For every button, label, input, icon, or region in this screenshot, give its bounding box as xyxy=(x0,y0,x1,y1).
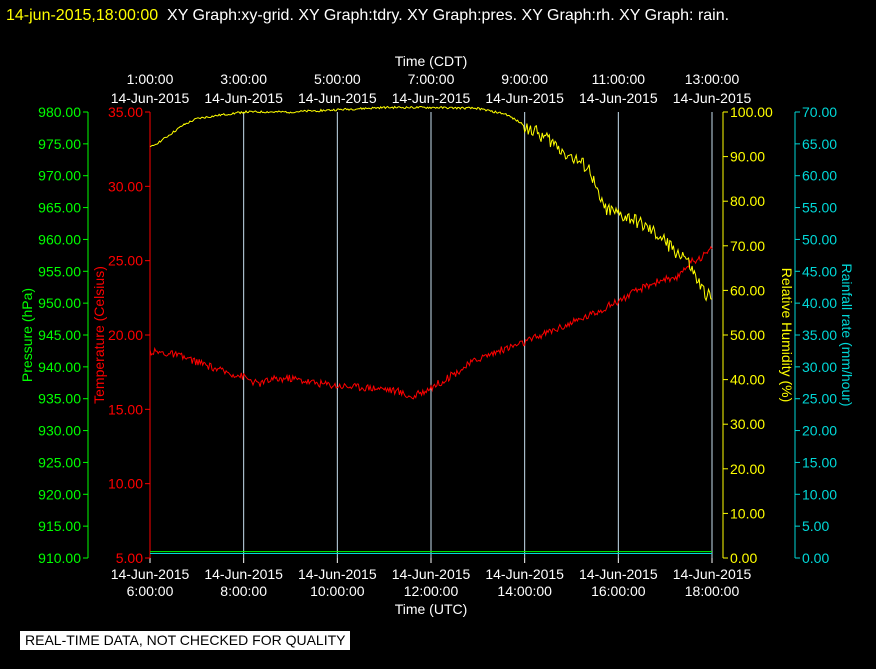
chart-axes xyxy=(83,111,800,563)
humidity-tick-label: 30.00 xyxy=(730,416,765,432)
humidity-tick-label: 70.00 xyxy=(730,238,765,254)
rain-tick-label: 10.00 xyxy=(802,486,837,502)
rain-tick-label: 55.00 xyxy=(802,200,837,216)
bottom-tick-date: 14-Jun-2015 xyxy=(485,566,564,582)
chart-labels: 14-Jun-20156:00:0014-Jun-20158:00:0014-J… xyxy=(19,53,855,617)
bottom-tick-time: 6:00:00 xyxy=(127,583,174,599)
humidity-axis-label: Relative Humidity (%) xyxy=(779,268,795,403)
pressure-tick-label: 955.00 xyxy=(38,263,81,279)
temperature-tick-label: 30.00 xyxy=(108,178,143,194)
rain-tick-label: 25.00 xyxy=(802,391,837,407)
bottom-tick-date: 14-Jun-2015 xyxy=(204,566,283,582)
chart-series xyxy=(149,105,713,554)
bottom-tick-time: 12:00:00 xyxy=(404,583,459,599)
rain-tick-label: 60.00 xyxy=(802,168,837,184)
bottom-tick-time: 14:00:00 xyxy=(497,583,552,599)
pressure-tick-label: 910.00 xyxy=(38,550,81,566)
bottom-tick-date: 14-Jun-2015 xyxy=(298,566,377,582)
top-tick-time: 5:00:00 xyxy=(314,71,361,87)
humidity-tick-label: 0.00 xyxy=(730,550,757,566)
rain-tick-label: 40.00 xyxy=(802,295,837,311)
humidity-tick-label: 90.00 xyxy=(730,149,765,165)
top-tick-date: 14-Jun-2015 xyxy=(204,90,283,106)
top-tick-date: 14-Jun-2015 xyxy=(111,90,190,106)
bottom-tick-time: 8:00:00 xyxy=(220,583,267,599)
rain-tick-label: 70.00 xyxy=(802,104,837,120)
top-tick-date: 14-Jun-2015 xyxy=(298,90,377,106)
temperature-tick-label: 25.00 xyxy=(108,253,143,269)
pressure-tick-label: 920.00 xyxy=(38,486,81,502)
temperature-tick-label: 35.00 xyxy=(108,104,143,120)
bottom-tick-time: 10:00:00 xyxy=(310,583,365,599)
bottom-tick-time: 18:00:00 xyxy=(685,583,740,599)
temperature-tick-label: 5.00 xyxy=(116,550,143,566)
top-tick-date: 14-Jun-2015 xyxy=(485,90,564,106)
pressure-tick-label: 965.00 xyxy=(38,200,81,216)
top-tick-time: 7:00:00 xyxy=(408,71,455,87)
quality-notice: REAL-TIME DATA, NOT CHECKED FOR QUALITY xyxy=(20,631,351,650)
bottom-tick-date: 14-Jun-2015 xyxy=(579,566,658,582)
series-rh xyxy=(149,105,713,302)
pressure-tick-label: 915.00 xyxy=(38,518,81,534)
humidity-tick-label: 50.00 xyxy=(730,327,765,343)
pressure-axis-label: Pressure (hPa) xyxy=(19,288,35,382)
pressure-tick-label: 940.00 xyxy=(38,359,81,375)
rain-tick-label: 5.00 xyxy=(802,518,829,534)
pressure-tick-label: 970.00 xyxy=(38,168,81,184)
top-tick-date: 14-Jun-2015 xyxy=(579,90,658,106)
rain-tick-label: 35.00 xyxy=(802,327,837,343)
top-tick-date: 14-Jun-2015 xyxy=(673,90,752,106)
top-tick-time: 13:00:00 xyxy=(685,71,740,87)
series-tdry xyxy=(149,245,713,400)
humidity-tick-label: 100.00 xyxy=(730,104,773,120)
bottom-tick-date: 14-Jun-2015 xyxy=(673,566,752,582)
rain-tick-label: 50.00 xyxy=(802,231,837,247)
top-tick-time: 3:00:00 xyxy=(220,71,267,87)
humidity-tick-label: 80.00 xyxy=(730,193,765,209)
temperature-tick-label: 20.00 xyxy=(108,327,143,343)
pressure-tick-label: 935.00 xyxy=(38,391,81,407)
pressure-tick-label: 925.00 xyxy=(38,454,81,470)
pressure-tick-label: 945.00 xyxy=(38,327,81,343)
bottom-tick-date: 14-Jun-2015 xyxy=(111,566,190,582)
humidity-tick-label: 40.00 xyxy=(730,372,765,388)
pressure-tick-label: 960.00 xyxy=(38,231,81,247)
temperature-axis-label: Temperature (Celsius) xyxy=(91,266,107,404)
top-tick-time: 9:00:00 xyxy=(501,71,548,87)
rain-tick-label: 30.00 xyxy=(802,359,837,375)
chart-grid xyxy=(243,112,713,558)
humidity-tick-label: 20.00 xyxy=(730,461,765,477)
pressure-tick-label: 950.00 xyxy=(38,295,81,311)
pressure-tick-label: 930.00 xyxy=(38,423,81,439)
top-tick-time: 11:00:00 xyxy=(592,71,646,87)
pressure-tick-label: 980.00 xyxy=(38,104,81,120)
temperature-tick-label: 15.00 xyxy=(108,401,143,417)
header-titles: XY Graph:xy-grid. XY Graph:tdry. XY Grap… xyxy=(167,7,730,24)
humidity-tick-label: 60.00 xyxy=(730,282,765,298)
top-tick-time: 1:00:00 xyxy=(127,71,174,87)
header: 14-jun-2015,18:00:00 XY Graph:xy-grid. X… xyxy=(6,3,868,29)
pressure-tick-label: 975.00 xyxy=(38,136,81,152)
rain-tick-label: 45.00 xyxy=(802,263,837,279)
bottom-tick-date: 14-Jun-2015 xyxy=(392,566,471,582)
bottom-axis-label: Time (UTC) xyxy=(395,601,468,617)
humidity-tick-label: 10.00 xyxy=(730,505,765,521)
rain-tick-label: 0.00 xyxy=(802,550,829,566)
bottom-tick-time: 16:00:00 xyxy=(591,583,646,599)
top-tick-date: 14-Jun-2015 xyxy=(392,90,471,106)
top-axis-label: Time (CDT) xyxy=(395,53,468,69)
header-timestamp: 14-jun-2015,18:00:00 xyxy=(6,7,159,24)
temperature-tick-label: 10.00 xyxy=(108,476,143,492)
rain-axis-label: Rainfall rate (mm/hour) xyxy=(839,263,855,406)
rain-tick-label: 20.00 xyxy=(802,423,837,439)
rain-tick-label: 15.00 xyxy=(802,454,837,470)
rain-tick-label: 65.00 xyxy=(802,136,837,152)
